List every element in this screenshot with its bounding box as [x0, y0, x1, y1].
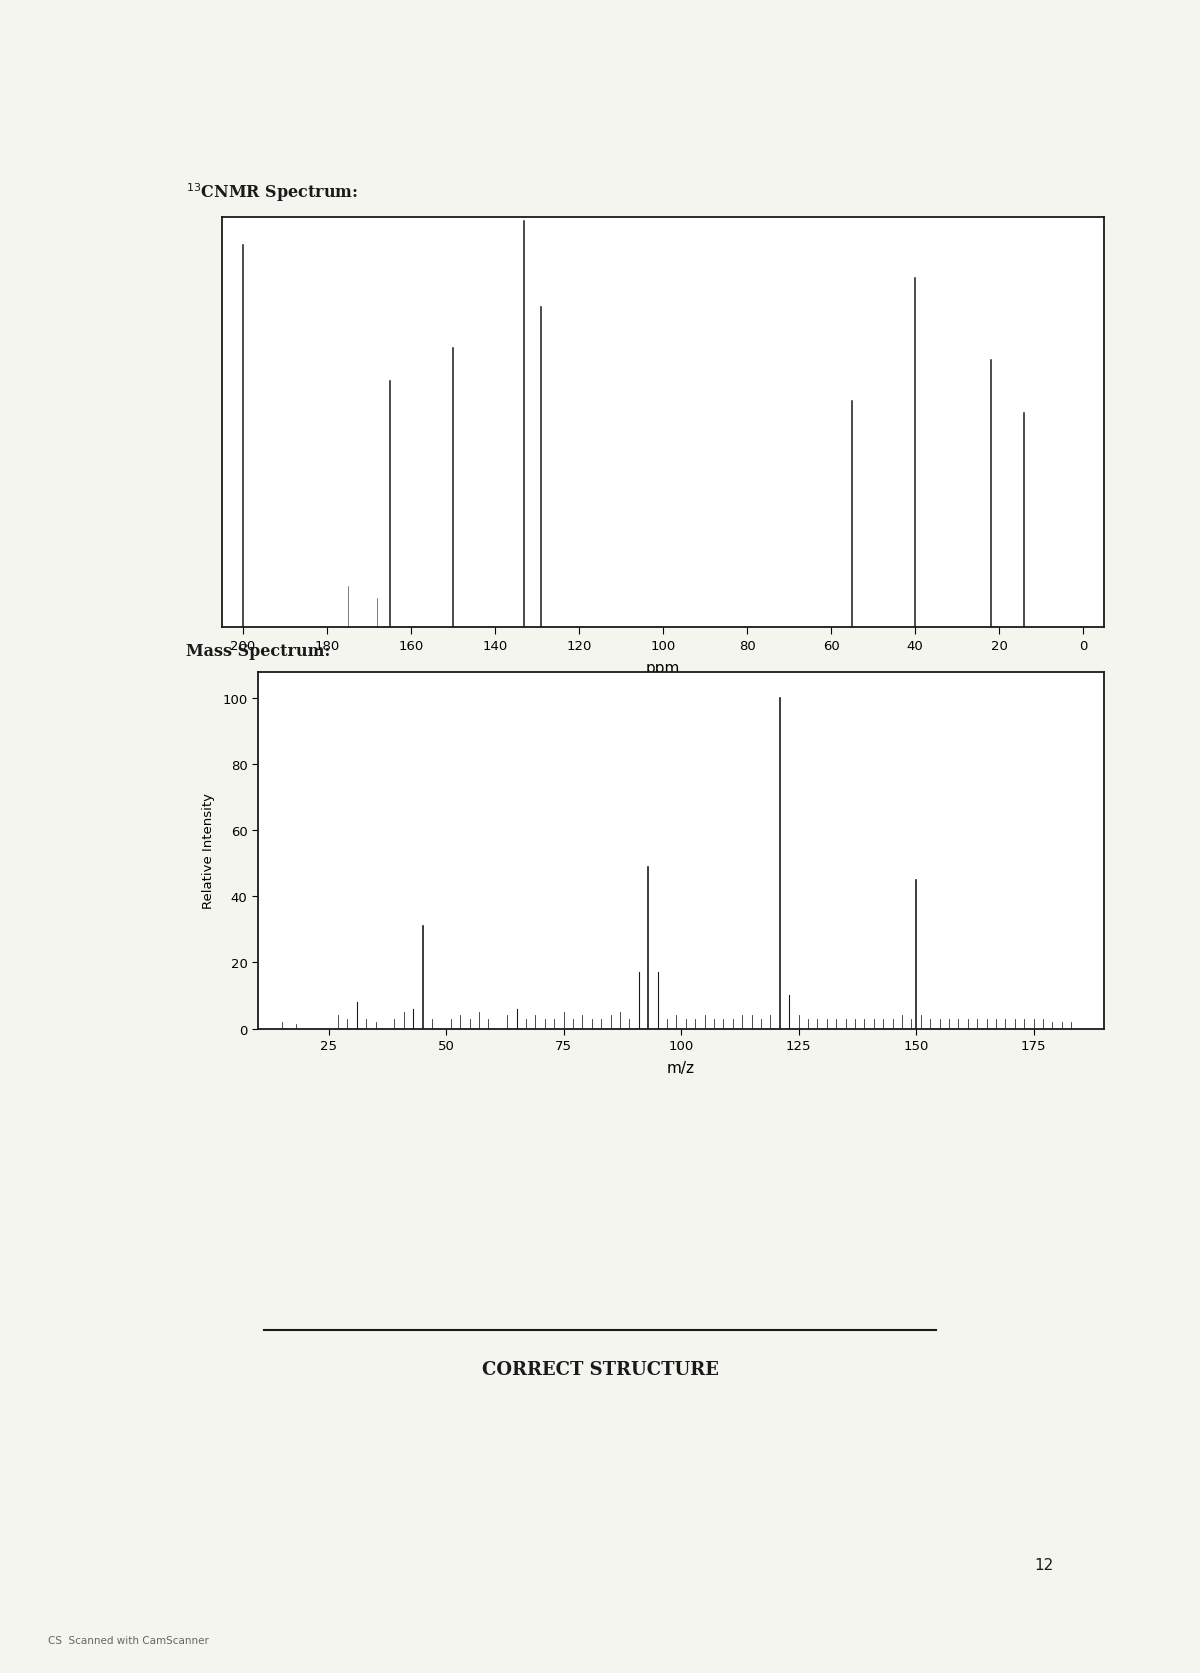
Text: CS  Scanned with CamScanner: CS Scanned with CamScanner — [48, 1635, 209, 1645]
X-axis label: ppm: ppm — [646, 661, 680, 676]
Text: 12: 12 — [1034, 1558, 1054, 1573]
X-axis label: m/z: m/z — [667, 1061, 695, 1076]
Text: Mass Spectrum:: Mass Spectrum: — [186, 642, 330, 659]
Text: $^{13}$CNMR Spectrum:: $^{13}$CNMR Spectrum: — [186, 181, 359, 204]
Text: CORRECT STRUCTURE: CORRECT STRUCTURE — [481, 1360, 719, 1379]
Y-axis label: Relative Intensity: Relative Intensity — [203, 793, 215, 908]
